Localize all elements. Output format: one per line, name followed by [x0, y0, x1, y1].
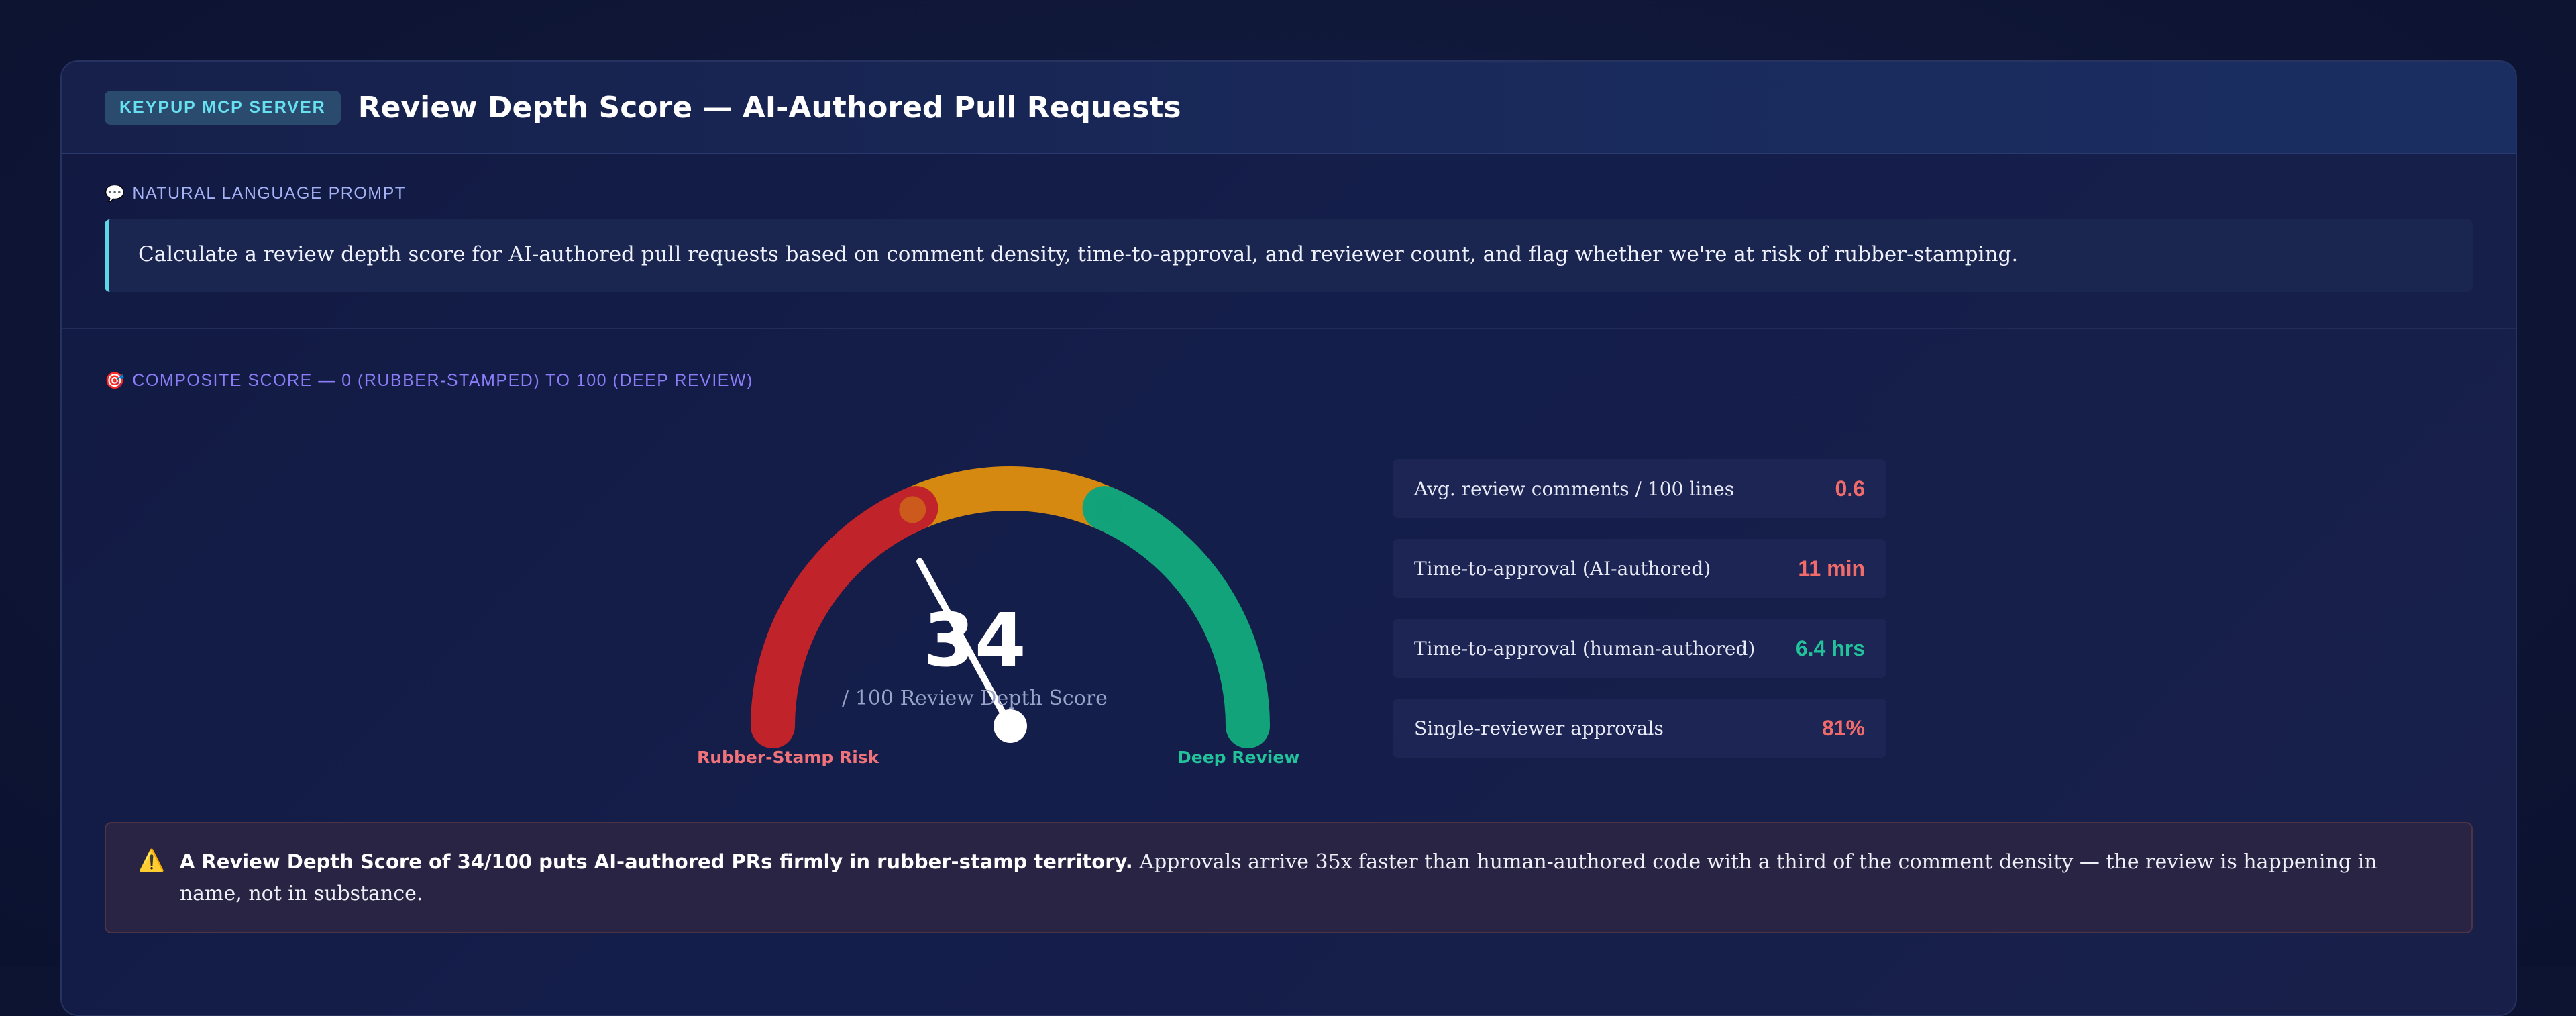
score-subtitle: / 100 Review Depth Score	[842, 687, 1108, 710]
score-section: 🎯 COMPOSITE SCORE — 0 (RUBBER-STAMPED) T…	[62, 329, 2516, 814]
metric-label: Time-to-approval (AI-authored)	[1414, 557, 1711, 580]
score-section-label-text: COMPOSITE SCORE — 0 (RUBBER-STAMPED) TO …	[132, 371, 753, 390]
gauge-seam-0	[899, 496, 926, 523]
server-badge: KEYPUP MCP SERVER	[105, 90, 341, 125]
gauge-needle	[916, 558, 1014, 729]
metric-value: 11 min	[1798, 556, 1865, 580]
warning-text: A Review Depth Score of 34/100 puts AI-a…	[180, 846, 2445, 909]
warning-callout: ⚠️ A Review Depth Score of 34/100 puts A…	[105, 822, 2473, 933]
metric-time-to-approval-ai: Time-to-approval (AI-authored) 11 min	[1393, 539, 1886, 598]
score-value: 34	[923, 597, 1026, 683]
speech-bubble-icon: 💬	[105, 185, 126, 203]
page-title: Review Depth Score — AI-Authored Pull Re…	[358, 90, 1181, 125]
target-icon: 🎯	[105, 372, 126, 390]
prompt-label-text: NATURAL LANGUAGE PROMPT	[132, 184, 407, 203]
metric-label: Single-reviewer approvals	[1414, 717, 1664, 740]
warning-body-text: Approvals arrive 35x faster than human-a…	[179, 850, 2377, 905]
metric-label: Time-to-approval (human-authored)	[1414, 637, 1756, 660]
metric-value: 0.6	[1835, 476, 1865, 501]
review-depth-gauge: 34 / 100 Review Depth Score Rubber-Stamp…	[629, 396, 1320, 785]
metric-value: 6.4 hrs	[1795, 636, 1865, 660]
metric-time-to-approval-human: Time-to-approval (human-authored) 6.4 hr…	[1393, 619, 1886, 678]
header: KEYPUP MCP SERVER Review Depth Score — A…	[62, 62, 2516, 154]
metric-label: Avg. review comments / 100 lines	[1414, 477, 1735, 500]
metrics-list: Avg. review comments / 100 lines 0.6 Tim…	[1393, 459, 1886, 778]
score-section-label: 🎯 COMPOSITE SCORE — 0 (RUBBER-STAMPED) T…	[105, 371, 2473, 391]
report-card: KEYPUP MCP SERVER Review Depth Score — A…	[60, 60, 2517, 1016]
gauge-graphic	[751, 466, 1270, 748]
prompt-label: 💬 NATURAL LANGUAGE PROMPT	[105, 184, 2473, 203]
gauge-needle-hub	[994, 709, 1027, 743]
prompt-section: 💬 NATURAL LANGUAGE PROMPT Calculate a re…	[62, 154, 2516, 329]
deep-review-label: Deep Review	[1177, 748, 1300, 767]
gauge-arc-high	[1082, 486, 1270, 748]
warning-bold-text: A Review Depth Score of 34/100 puts AI-a…	[179, 850, 1133, 873]
prompt-text: Calculate a review depth score for AI-au…	[105, 219, 2473, 292]
metric-single-reviewer: Single-reviewer approvals 81%	[1393, 699, 1886, 758]
gauge-arc-low	[751, 486, 938, 748]
metric-comment-density: Avg. review comments / 100 lines 0.6	[1393, 459, 1886, 518]
metric-value: 81%	[1821, 715, 1865, 740]
warning-icon: ⚠️	[138, 848, 165, 873]
gauge-seam-1	[1094, 496, 1122, 523]
rubber-stamp-risk-label: Rubber-Stamp Risk	[697, 748, 879, 767]
